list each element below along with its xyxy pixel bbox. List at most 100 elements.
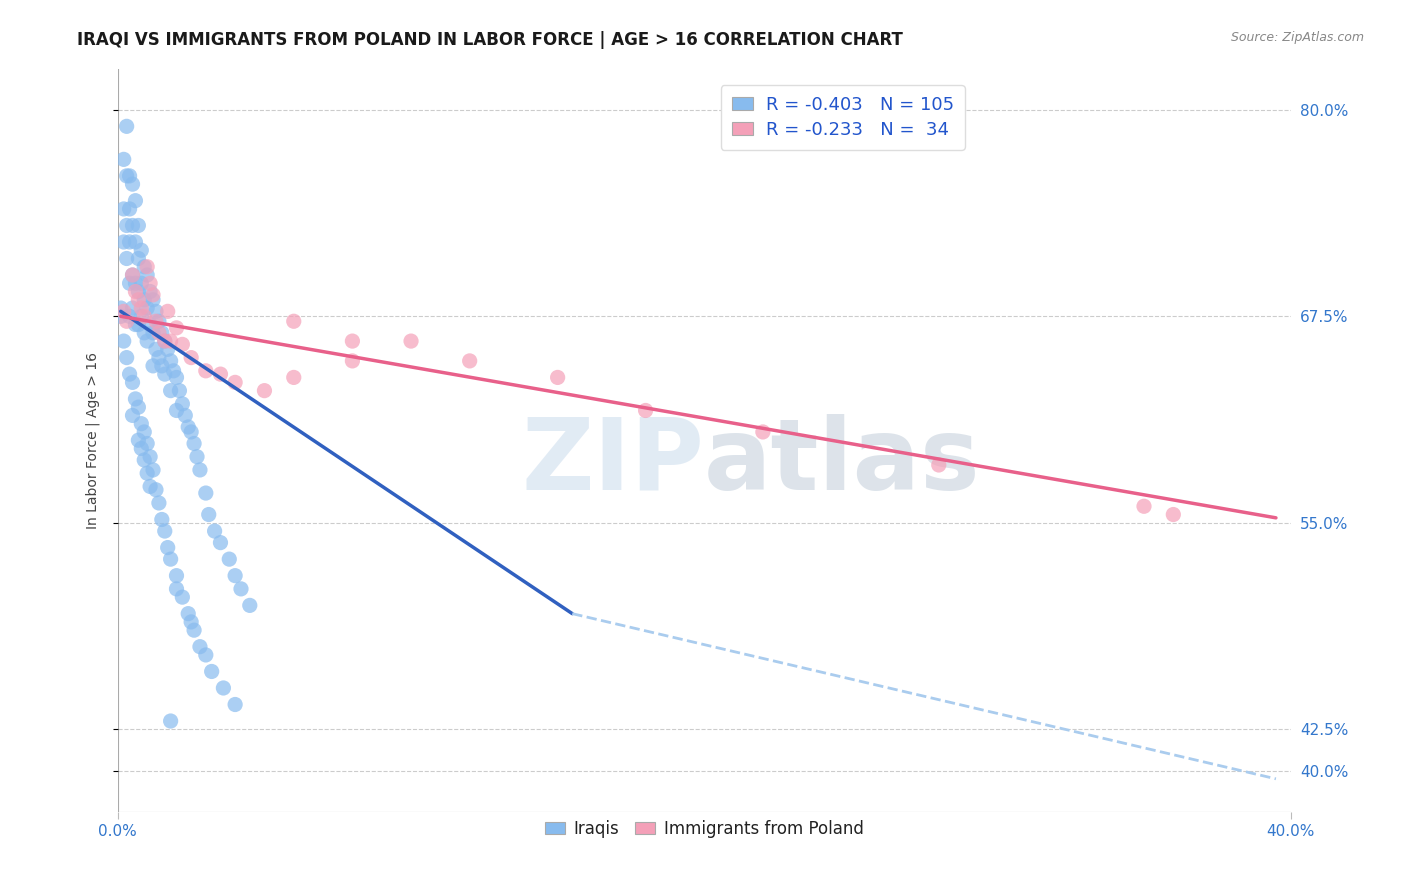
Point: [124, 285, 146, 299]
Point: [1133, 500, 1156, 514]
Point: [145, 343, 167, 357]
Point: [110, 301, 132, 315]
Point: [194, 648, 217, 662]
Text: ZIP: ZIP: [522, 414, 704, 511]
Point: [145, 314, 167, 328]
Point: [145, 483, 167, 497]
Point: [172, 590, 194, 604]
Point: [209, 367, 232, 381]
Point: [162, 364, 184, 378]
Point: [159, 334, 181, 348]
Point: [121, 219, 143, 233]
Point: [159, 384, 181, 398]
Point: [153, 334, 176, 348]
Point: [118, 235, 141, 249]
Point: [131, 310, 153, 324]
Point: [136, 467, 159, 481]
Point: [127, 400, 149, 414]
Point: [159, 552, 181, 566]
Point: [159, 714, 181, 728]
Point: [166, 568, 188, 582]
Point: [121, 409, 143, 423]
Point: [142, 326, 165, 340]
Point: [134, 293, 156, 307]
Point: [142, 288, 165, 302]
Point: [253, 384, 276, 398]
Point: [115, 169, 138, 183]
Text: Source: ZipAtlas.com: Source: ZipAtlas.com: [1230, 31, 1364, 45]
Point: [112, 153, 135, 167]
Point: [115, 252, 138, 266]
Point: [139, 277, 162, 291]
Point: [136, 268, 159, 282]
Point: [127, 219, 149, 233]
Point: [118, 367, 141, 381]
Point: [239, 599, 262, 613]
Point: [166, 582, 188, 596]
Point: [131, 442, 153, 456]
Point: [142, 359, 165, 373]
Point: [124, 392, 146, 406]
Point: [131, 301, 153, 315]
Point: [139, 318, 162, 332]
Point: [153, 334, 176, 348]
Point: [134, 310, 156, 324]
Point: [399, 334, 422, 348]
Point: [180, 351, 202, 365]
Point: [145, 304, 167, 318]
Point: [148, 496, 170, 510]
Point: [115, 351, 138, 365]
Point: [177, 607, 200, 621]
Point: [180, 425, 202, 439]
Point: [124, 194, 146, 208]
Point: [136, 436, 159, 450]
Point: [194, 486, 217, 500]
Point: [148, 314, 170, 328]
Point: [153, 524, 176, 538]
Point: [209, 535, 232, 549]
Point: [121, 268, 143, 282]
Point: [124, 318, 146, 332]
Point: [136, 301, 159, 315]
Point: [142, 293, 165, 307]
Point: [112, 304, 135, 318]
Point: [127, 293, 149, 307]
Point: [218, 552, 240, 566]
Point: [188, 640, 211, 654]
Point: [121, 301, 143, 315]
Point: [186, 450, 208, 464]
Point: [134, 425, 156, 439]
Point: [118, 277, 141, 291]
Point: [131, 277, 153, 291]
Point: [121, 268, 143, 282]
Y-axis label: In Labor Force | Age > 16: In Labor Force | Age > 16: [86, 351, 100, 529]
Point: [127, 433, 149, 447]
Point: [156, 541, 179, 555]
Point: [183, 436, 205, 450]
Point: [150, 512, 173, 526]
Point: [124, 277, 146, 291]
Point: [224, 376, 246, 390]
Point: [166, 321, 188, 335]
Point: [121, 177, 143, 191]
Point: [229, 582, 252, 596]
Point: [115, 314, 138, 328]
Point: [139, 479, 162, 493]
Point: [136, 260, 159, 274]
Text: IRAQI VS IMMIGRANTS FROM POLAND IN LABOR FORCE | AGE > 16 CORRELATION CHART: IRAQI VS IMMIGRANTS FROM POLAND IN LABOR…: [77, 31, 903, 49]
Point: [124, 235, 146, 249]
Point: [148, 326, 170, 340]
Point: [169, 384, 191, 398]
Point: [150, 326, 173, 340]
Point: [131, 417, 153, 431]
Point: [142, 463, 165, 477]
Point: [197, 508, 219, 522]
Point: [204, 524, 226, 538]
Point: [110, 310, 132, 324]
Point: [127, 285, 149, 299]
Point: [283, 314, 305, 328]
Point: [547, 370, 569, 384]
Point: [172, 397, 194, 411]
Point: [134, 260, 156, 274]
Point: [127, 252, 149, 266]
